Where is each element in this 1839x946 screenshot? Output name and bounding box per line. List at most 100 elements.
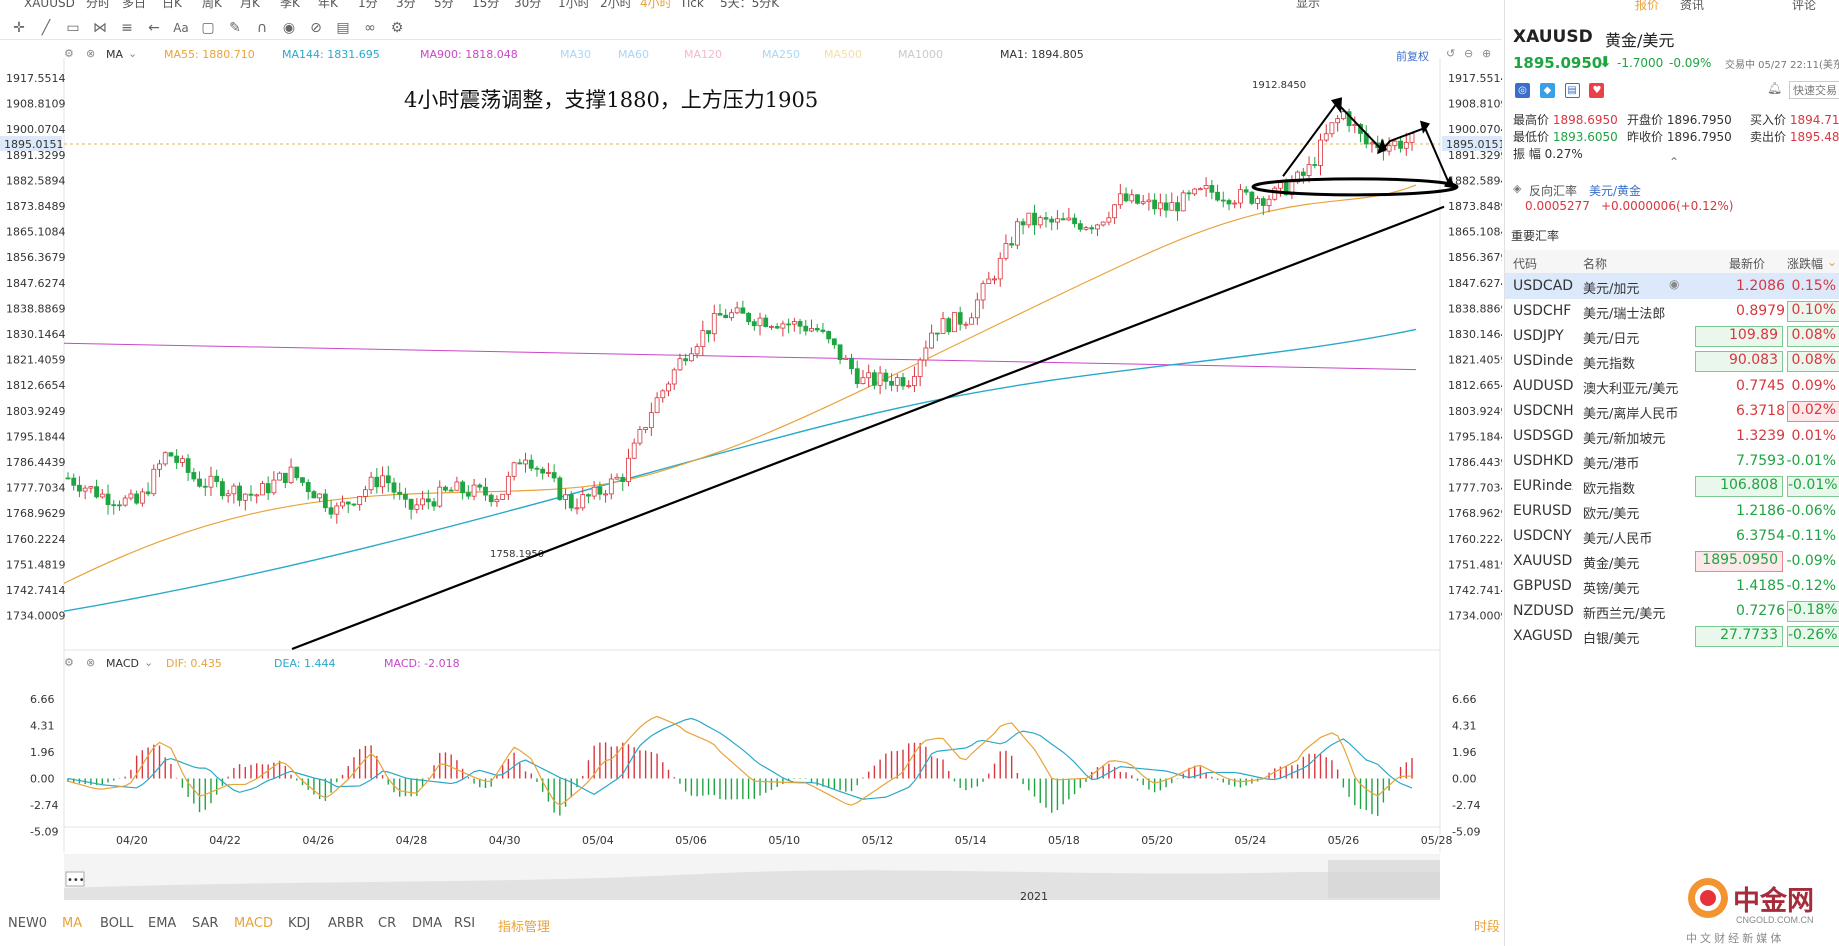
- ma-item[interactable]: MA30: [560, 48, 592, 61]
- indicator-tab[interactable]: MACD: [234, 916, 273, 931]
- bell-icon[interactable]: 🔔︎: [1767, 81, 1783, 95]
- tab-news[interactable]: 资讯: [1680, 0, 1705, 12]
- zoom-out-icon[interactable]: ⊖: [1464, 47, 1474, 60]
- period-tab[interactable]: 分时: [86, 0, 111, 10]
- table-row[interactable]: USDCNH 美元/离岸人民币 6.3718 0.02%: [1505, 399, 1839, 424]
- table-row[interactable]: USDJPY 美元/日元 109.89 0.08%: [1505, 324, 1839, 349]
- period-tab[interactable]: XAUUSD: [24, 0, 75, 10]
- display-menu[interactable]: 显示: [1296, 0, 1321, 10]
- period-tab[interactable]: 2小时: [600, 0, 632, 10]
- heart-icon[interactable]: ♥: [1589, 83, 1605, 98]
- indicator-tab[interactable]: EMA: [148, 916, 177, 931]
- period-tab[interactable]: 5天：5分K: [720, 0, 780, 10]
- globe-icon[interactable]: ◎: [1515, 83, 1530, 98]
- period-tab[interactable]: Tick: [680, 0, 704, 10]
- indicator-tab[interactable]: DMA: [412, 916, 443, 931]
- period-tab[interactable]: 1分: [358, 0, 378, 10]
- period-tab[interactable]: 日K: [162, 0, 182, 10]
- period-tab[interactable]: 4小时: [640, 0, 672, 10]
- eye-icon[interactable]: ◉: [1669, 277, 1680, 291]
- table-row[interactable]: USDHKD 美元/港币 7.7593 -0.01%: [1505, 449, 1839, 474]
- undo-icon[interactable]: ↺: [1446, 47, 1456, 60]
- period-tab[interactable]: 30分: [514, 0, 542, 10]
- tab-quote[interactable]: 报价: [1635, 0, 1660, 12]
- candlestick-chart[interactable]: 1917.5514 1917.5514 1908.8109 1908.8109 1900…: [0, 42, 1502, 912]
- ma-item[interactable]: MA120: [684, 48, 723, 61]
- eye-icon[interactable]: ◉: [282, 19, 296, 36]
- period-tab[interactable]: 3分: [396, 0, 416, 10]
- period-tab[interactable]: 季K: [280, 0, 300, 10]
- chevron-down-icon[interactable]: ⌄: [144, 656, 154, 669]
- close-icon[interactable]: ⊗: [86, 656, 96, 669]
- settings-icon[interactable]: ⚙: [64, 47, 74, 60]
- crosshair-icon[interactable]: ✛: [13, 19, 25, 36]
- ma-label[interactable]: MA: [106, 48, 124, 61]
- table-row[interactable]: XAUUSD 黄金/美元 1895.0950 -0.09%: [1505, 549, 1839, 574]
- chevron-down-icon[interactable]: ⌄: [128, 47, 138, 60]
- ma-item[interactable]: MA250: [762, 48, 801, 61]
- indicator-tab[interactable]: NEW0: [8, 916, 48, 931]
- indicator-tab[interactable]: SAR: [192, 916, 219, 931]
- table-row[interactable]: USDSGD 美元/新加坡元 1.3239 0.01%: [1505, 424, 1839, 449]
- settings-icon[interactable]: ⚙: [64, 656, 74, 669]
- ma-item[interactable]: MA60: [618, 48, 650, 61]
- period-tab[interactable]: 15分: [472, 0, 500, 10]
- close-icon[interactable]: ⊗: [86, 47, 96, 60]
- table-row[interactable]: XAGUSD 白银/美元 27.7733 -0.26%: [1505, 624, 1839, 649]
- session-button[interactable]: 时段: [1474, 920, 1501, 935]
- header-change[interactable]: 涨跌幅: [1787, 257, 1824, 271]
- indicator-tab[interactable]: MA: [62, 916, 83, 931]
- header-price[interactable]: 最新价: [1729, 257, 1766, 271]
- quick-trade-button[interactable]: 快速交易: [1789, 81, 1839, 99]
- lock-icon[interactable]: ⊘: [310, 19, 322, 36]
- indicator-tab[interactable]: RSI: [454, 916, 476, 931]
- header-code[interactable]: 代码: [1513, 257, 1538, 271]
- reverse-pair[interactable]: 美元/黄金: [1589, 184, 1642, 198]
- ma-item[interactable]: MA900: 1818.048: [420, 48, 518, 61]
- table-row[interactable]: AUDUSD 澳大利亚元/美元 0.7745 0.09%: [1505, 374, 1839, 399]
- ma-item[interactable]: MA144: 1831.695: [282, 48, 380, 61]
- pen-tool-icon[interactable]: ✎: [229, 19, 241, 36]
- table-row[interactable]: USDCAD 美元/加元 1.2086 0.15% ◉: [1505, 274, 1839, 299]
- sort-icon[interactable]: ⌄: [1827, 255, 1838, 269]
- delete-icon[interactable]: ▤: [336, 19, 350, 36]
- pattern-tool-icon[interactable]: ⋈: [93, 19, 107, 36]
- collapse-icon[interactable]: ⌃: [1669, 155, 1680, 169]
- ma-item[interactable]: MA1000: [898, 48, 944, 61]
- table-row[interactable]: EURindex 欧元指数 106.808-0.01%: [1505, 474, 1839, 499]
- magnet-icon[interactable]: ∩: [256, 19, 268, 36]
- arrow-tool-icon[interactable]: ←: [148, 19, 160, 36]
- period-tab[interactable]: 月K: [240, 0, 260, 10]
- line-tool-icon[interactable]: ╱: [41, 19, 51, 36]
- period-tab[interactable]: 5分: [434, 0, 454, 10]
- fib-tool-icon[interactable]: ≡: [121, 19, 133, 36]
- text-tool-icon[interactable]: Aa: [173, 20, 189, 35]
- indicator-tab[interactable]: BOLL: [100, 916, 134, 931]
- indicator-tab[interactable]: KDJ: [288, 916, 311, 931]
- settings-icon[interactable]: ⚙: [390, 19, 404, 36]
- link-icon[interactable]: ∞: [364, 19, 376, 36]
- table-row[interactable]: EURUSD 欧元/美元 1.2186 -0.06%: [1505, 499, 1839, 524]
- period-tab[interactable]: 1小时: [558, 0, 590, 10]
- table-row[interactable]: USDCHF 美元/瑞士法郎 0.8979 0.10%: [1505, 299, 1839, 324]
- ma-item[interactable]: MA55: 1880.710: [164, 48, 255, 61]
- indicator-tab[interactable]: ARBR: [328, 916, 364, 931]
- table-row[interactable]: USDCNY 美元/人民币 6.3754 -0.11%: [1505, 524, 1839, 549]
- comment-tool-icon[interactable]: ▢: [201, 19, 215, 36]
- header-name[interactable]: 名称: [1583, 257, 1608, 271]
- tag-icon[interactable]: ◆: [1539, 83, 1555, 98]
- table-row[interactable]: GBPUSD 英镑/美元 1.4185 -0.12%: [1505, 574, 1839, 599]
- period-tab[interactable]: 年K: [318, 0, 338, 10]
- zoom-in-icon[interactable]: ⊕: [1482, 47, 1492, 60]
- ma-item[interactable]: MA500: [824, 48, 863, 61]
- adjust-button[interactable]: 前复权: [1396, 50, 1429, 63]
- period-tab[interactable]: 周K: [202, 0, 222, 10]
- document-icon[interactable]: ▤: [1564, 83, 1580, 98]
- period-tab[interactable]: 多日: [122, 0, 147, 10]
- rectangle-tool-icon[interactable]: ▭: [66, 19, 80, 36]
- table-row[interactable]: NZDUSD 新西兰元/美元 0.7276 -0.18%: [1505, 599, 1839, 624]
- indicator-tab[interactable]: 指标管理: [498, 920, 551, 935]
- indicator-tab[interactable]: CR: [378, 916, 397, 931]
- tab-comments[interactable]: 评论: [1792, 0, 1817, 12]
